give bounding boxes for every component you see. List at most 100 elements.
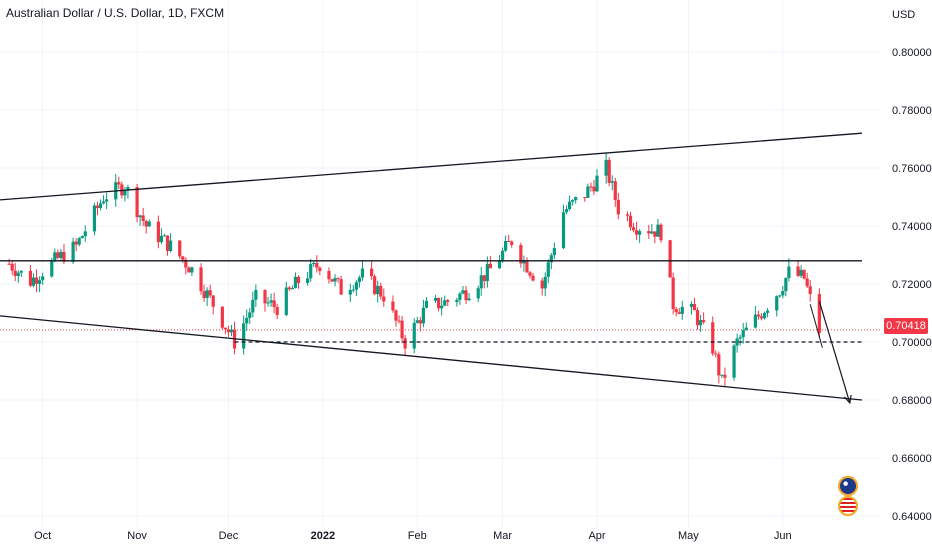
candle-body: [156, 221, 160, 243]
candle-body: [613, 181, 617, 200]
candle-body: [479, 275, 483, 289]
candle-body: [202, 291, 206, 298]
candle-body: [695, 310, 700, 326]
candle-body: [762, 312, 767, 319]
candle-body: [586, 186, 590, 198]
candle-body: [802, 269, 806, 279]
candle-body: [315, 262, 319, 268]
candle-body: [717, 354, 721, 376]
candle-body: [293, 276, 298, 289]
candle-body: [391, 301, 395, 311]
candle-body: [647, 231, 651, 234]
candle-body: [360, 268, 365, 278]
candle-body: [443, 300, 447, 306]
candle-body: [379, 285, 383, 297]
x-tick-label: Dec: [219, 530, 239, 542]
candle-body: [659, 224, 663, 241]
candle-body: [671, 277, 675, 310]
candle-body: [397, 320, 401, 322]
short-arrow: [809, 304, 823, 348]
candle-body: [549, 255, 553, 263]
candle-body: [34, 277, 39, 284]
candle-body: [181, 256, 185, 260]
candle-body: [546, 262, 550, 277]
candle-body: [77, 238, 81, 245]
candle-body: [741, 330, 745, 338]
candle-body: [306, 278, 310, 284]
candle-body: [373, 276, 377, 295]
candle-body: [464, 290, 468, 301]
candle-body: [753, 314, 757, 328]
candle-body: [433, 297, 438, 301]
candle-body: [510, 241, 514, 245]
candle-body: [500, 250, 505, 261]
candle-body: [610, 181, 614, 183]
candle-body: [455, 299, 459, 303]
candle-body: [330, 279, 334, 282]
candle-body: [135, 187, 139, 218]
candle-body: [476, 288, 480, 299]
candle-body: [376, 285, 380, 295]
candle-body: [635, 230, 639, 235]
y-tick-label: 0.68000: [892, 395, 932, 407]
candle-body: [723, 374, 727, 378]
candle-body: [144, 220, 148, 227]
symbol-flags[interactable]: [836, 474, 876, 518]
candle-body: [351, 289, 355, 291]
candle-body: [309, 264, 313, 279]
candle-body: [184, 259, 188, 268]
candle-body: [74, 241, 78, 245]
candle-body: [339, 279, 343, 295]
candle-body: [220, 306, 224, 328]
candle-body: [80, 236, 84, 239]
x-tick-label: Mar: [493, 530, 512, 542]
candle-body: [336, 278, 340, 280]
x-tick-label: May: [678, 530, 699, 542]
candle-body: [735, 338, 739, 346]
y-tick-label: 0.64000: [892, 511, 932, 523]
candle-body: [625, 214, 630, 216]
candle-body: [421, 307, 425, 324]
candle-body: [778, 295, 782, 297]
candle-body: [287, 287, 291, 290]
candle-body: [650, 231, 654, 234]
candle-body: [796, 266, 800, 276]
candle-body: [631, 227, 636, 231]
candle-body: [290, 288, 295, 290]
candle-body: [552, 248, 556, 256]
candle-body: [254, 289, 258, 300]
candle-body: [162, 235, 167, 237]
x-tick-label: Oct: [34, 530, 51, 542]
candle-body: [312, 262, 316, 265]
candle-body: [168, 240, 173, 252]
candle-body: [638, 231, 642, 235]
candle-body: [531, 275, 535, 281]
candle-body: [251, 299, 255, 313]
candle-body: [692, 303, 697, 311]
y-tick-label: 0.76000: [892, 163, 932, 175]
candle-body: [56, 252, 60, 258]
candle-body: [817, 294, 821, 333]
candle-body: [199, 267, 203, 292]
united-states-flag-icon: [838, 496, 858, 516]
candle-body: [458, 293, 462, 300]
candle-body: [272, 300, 276, 307]
candle-body: [583, 197, 587, 199]
candle-body: [37, 280, 42, 284]
candle-body: [31, 277, 36, 286]
projection-arrow-head: [843, 394, 852, 405]
candle-body: [808, 286, 812, 295]
candle-body: [485, 263, 489, 282]
candle-body: [702, 320, 706, 323]
last-price-tag: 0.70418: [884, 318, 928, 334]
candle-body: [62, 251, 66, 262]
candle-body: [187, 267, 191, 273]
candle-body: [16, 272, 20, 277]
projection-arrow: [818, 301, 851, 404]
candle-body: [656, 224, 660, 237]
candle-body: [117, 182, 121, 185]
candle-body: [205, 290, 209, 298]
candle-body: [382, 296, 386, 302]
candle-body: [226, 329, 231, 333]
candle-body: [354, 282, 358, 290]
